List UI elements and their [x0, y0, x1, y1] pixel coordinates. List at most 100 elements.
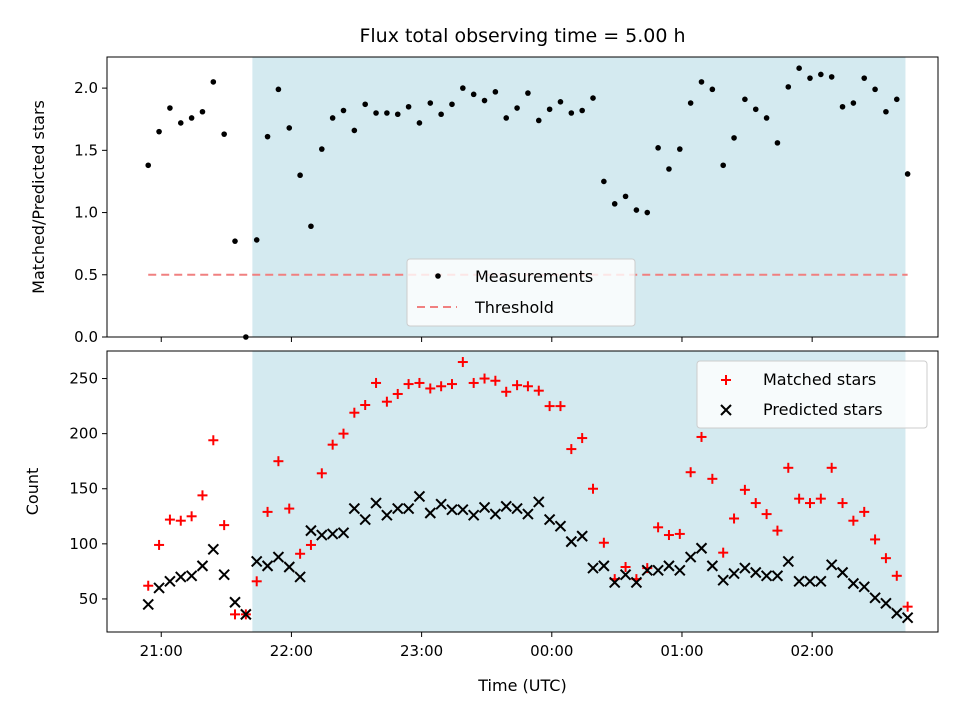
measurement-point: [416, 120, 423, 126]
predicted-stars-marker: [869, 592, 881, 604]
measurement-point: [785, 84, 792, 90]
matched-stars-marker: [663, 530, 674, 541]
predicted-stars-marker: [804, 575, 816, 588]
matched-stars-marker: [826, 462, 837, 473]
measurement-point: [297, 172, 303, 179]
predicted-stars-marker: [305, 524, 317, 537]
matched-stars-marker: [175, 515, 186, 526]
matched-stars-marker: [794, 493, 805, 504]
measurement-point: [188, 115, 195, 121]
matched-stars-marker: [164, 514, 175, 525]
x-tick-label: 00:00: [530, 642, 573, 660]
measurement-point: [752, 106, 759, 113]
matched-stars-marker: [403, 379, 414, 390]
legend-label: Measurements: [475, 267, 593, 286]
matched-stars-marker: [295, 548, 306, 559]
legend-label: Predicted stars: [763, 400, 883, 419]
measurement-point: [731, 135, 737, 141]
x-tick-label: 23:00: [400, 642, 443, 660]
matched-stars-marker: [848, 515, 859, 526]
matched-stars-marker: [815, 493, 826, 504]
ratio-y-axis-label: Matched/Predicted stars: [29, 100, 48, 294]
predicted-stars-marker: [261, 560, 274, 572]
measurement-point: [492, 89, 499, 95]
measurement-point: [893, 96, 900, 103]
matched-stars-marker: [457, 357, 468, 368]
predicted-stars-marker: [609, 576, 621, 589]
measurement-point: [362, 101, 368, 108]
matched-stars-marker: [772, 525, 783, 536]
measurement-point: [503, 115, 510, 121]
measurement-point: [329, 115, 336, 121]
matched-stars-marker: [273, 456, 284, 467]
matched-stars-marker: [783, 462, 794, 473]
ratio-y-ticks: 0.0 0.5 1.0 1.5 2.0: [74, 79, 107, 346]
predicted-stars-marker: [467, 509, 480, 521]
measurement-point: [774, 140, 781, 146]
measurement-point: [557, 99, 564, 105]
matched-stars-marker: [859, 506, 870, 517]
matched-stars-marker: [436, 381, 447, 392]
predicted-stars-marker: [652, 564, 664, 576]
predicted-stars-marker: [598, 560, 610, 572]
measurement-point: [145, 162, 152, 169]
matched-stars-marker: [479, 373, 490, 384]
predicted-stars-marker: [891, 607, 903, 619]
legend-predicted-swatch: [720, 404, 732, 416]
measurement-point: [709, 86, 716, 93]
y-tick-label: 0.5: [74, 266, 98, 284]
measurement-point: [384, 110, 390, 116]
ratio-x-ticks: [160, 337, 813, 342]
measurement-point: [883, 108, 889, 115]
measurement-point: [481, 97, 488, 104]
predicted-stars-marker: [880, 597, 892, 610]
matched-stars-marker: [620, 561, 631, 572]
matched-stars-marker: [316, 468, 327, 479]
measurement-point: [405, 103, 412, 110]
predicted-stars-marker: [684, 551, 697, 563]
legend-box: [696, 360, 928, 429]
predicted-stars-marker: [272, 551, 285, 563]
matched-stars-marker: [653, 522, 664, 533]
matched-stars-marker: [761, 509, 772, 520]
predicted-stars-marker: [446, 503, 458, 516]
predicted-stars-marker: [229, 596, 241, 608]
measurement-point: [275, 86, 282, 93]
matched-stars-marker: [685, 467, 696, 478]
predicted-stars-marker: [771, 570, 784, 582]
count-panel: 50 100 150 200 250 21:00 22:00 23:00 00:00 01:00…: [23, 350, 939, 695]
matched-stars-marker: [544, 401, 555, 412]
predicted-stars-marker: [858, 581, 870, 593]
measurement-point: [590, 95, 596, 101]
matched-stars-marker: [533, 385, 544, 396]
count-panel-frame: [106, 350, 939, 633]
measurement-point: [156, 128, 162, 135]
y-tick-label: 0.0: [74, 328, 98, 346]
measurement-point: [720, 162, 726, 169]
measurement-point: [373, 110, 379, 116]
predicted-stars-marker: [294, 571, 306, 583]
predicted-stars-marker: [815, 575, 827, 588]
legend-label: Threshold: [474, 298, 554, 317]
predicted-stars-marker: [782, 555, 794, 568]
predicted-stars-marker: [836, 566, 849, 579]
measurement-point: [546, 106, 553, 113]
predicted-stars-marker: [457, 503, 469, 516]
x-tick-label: 01:00: [660, 642, 703, 660]
measurement-point: [177, 120, 184, 126]
matched-stars-marker: [349, 407, 360, 418]
predicted-stars-marker: [695, 542, 708, 554]
measurement-point: [872, 86, 878, 93]
measurement-point: [308, 223, 314, 230]
measurement-point: [611, 201, 618, 207]
measurement-point: [319, 146, 325, 152]
predicted-stars-marker: [663, 560, 675, 572]
matched-stars-marker: [566, 444, 577, 455]
predicted-stars-marker: [392, 502, 404, 515]
predicted-stars-marker: [739, 562, 751, 574]
predicted-stars-marker: [316, 529, 328, 541]
measurement-point: [904, 171, 911, 177]
matched-stars-marker: [305, 539, 316, 550]
x-tick-label: 21:00: [140, 642, 183, 660]
predicted-stars-marker: [717, 574, 729, 586]
